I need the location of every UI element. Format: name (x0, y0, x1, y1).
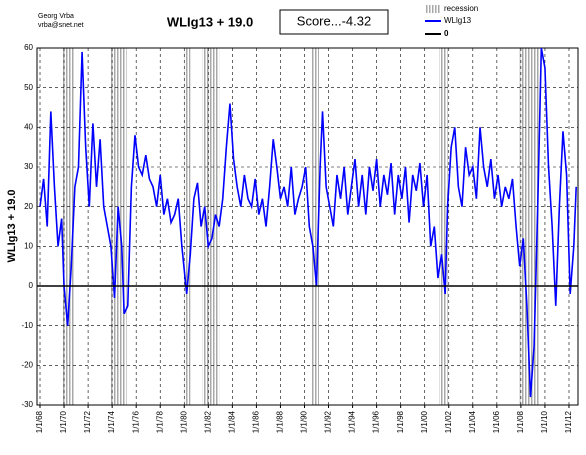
x-tick-label: 1/1/98 (396, 410, 405, 433)
recession-band (62, 48, 75, 405)
recession-band (202, 48, 220, 405)
x-tick-label: 1/1/10 (540, 410, 549, 433)
x-tick-label: 1/1/96 (372, 410, 381, 433)
y-tick-label: 20 (24, 202, 33, 211)
x-tick-label: 1/1/70 (59, 410, 68, 433)
author: Georg Vrba (38, 13, 74, 20)
x-tick-label: 1/1/82 (203, 410, 212, 433)
y-tick-label: -20 (21, 360, 33, 369)
x-tick-label: 1/1/80 (179, 410, 188, 433)
x-tick-label: 1/1/72 (83, 410, 92, 433)
x-tick-label: 1/1/12 (564, 410, 573, 433)
x-tick-label: 1/1/90 (300, 410, 309, 433)
chart-title: WLIg13 + 19.0 (167, 14, 253, 29)
x-tick-label: 1/1/84 (227, 410, 236, 433)
email: vrba@snet.net (38, 22, 84, 29)
legend-swatch (425, 5, 441, 13)
y-tick-label: 30 (24, 162, 33, 171)
x-tick-label: 1/1/88 (276, 410, 285, 433)
x-tick-label: 1/1/76 (131, 410, 140, 433)
x-tick-label: 1/1/92 (324, 410, 333, 433)
y-tick-label: 60 (24, 43, 33, 52)
legend-label: recession (444, 4, 478, 13)
y-axis-label: WLIg13 + 19.0 (6, 189, 18, 262)
y-tick-label: -10 (21, 321, 33, 330)
x-tick-label: 1/1/00 (420, 410, 429, 433)
x-tick-label: 1/1/06 (492, 410, 501, 433)
recession-band (439, 48, 448, 405)
x-tick-label: 1/1/78 (155, 410, 164, 433)
x-tick-label: 1/1/08 (516, 410, 525, 433)
x-tick-label: 1/1/68 (35, 410, 44, 433)
legend-label: 0 (444, 29, 449, 38)
x-tick-label: 1/1/02 (444, 410, 453, 433)
y-tick-label: -30 (21, 400, 33, 409)
score-box (279, 9, 389, 35)
recession-band (184, 48, 191, 405)
recession-band (311, 48, 319, 405)
x-tick-label: 1/1/74 (107, 410, 116, 433)
y-tick-label: 50 (24, 83, 33, 92)
x-tick-label: 1/1/86 (252, 410, 261, 433)
recession-band (110, 48, 127, 405)
y-tick-label: 40 (24, 122, 33, 131)
y-tick-label: 10 (24, 241, 33, 250)
y-tick-label: 0 (29, 281, 34, 290)
legend-label: WLlg13 (444, 16, 472, 25)
x-tick-label: 1/1/04 (468, 410, 477, 433)
score: Score...-4.32 (297, 13, 371, 28)
data-line (39, 47, 577, 398)
legend: recession WLlg13 0 (425, 4, 478, 38)
x-tick-label: 1/1/94 (348, 410, 357, 433)
plot-frame (36, 47, 579, 406)
